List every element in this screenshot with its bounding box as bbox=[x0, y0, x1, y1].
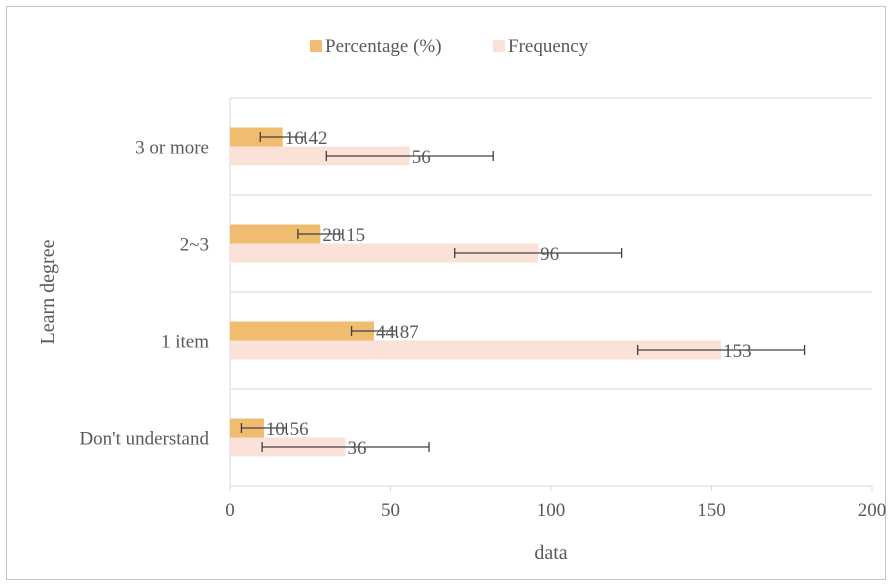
y-category-label: 1 item bbox=[161, 332, 209, 353]
data-label: 96 bbox=[540, 244, 559, 265]
y-category-label: 2~3 bbox=[180, 235, 209, 256]
data-label: 56 bbox=[412, 147, 431, 168]
data-label: 28.15 bbox=[322, 225, 365, 246]
legend-swatch bbox=[493, 40, 505, 52]
x-tick-label: 100 bbox=[537, 500, 566, 521]
data-label: 10.56 bbox=[266, 419, 309, 440]
x-tick-label: 0 bbox=[225, 500, 235, 521]
data-label: 153 bbox=[723, 341, 752, 362]
x-tick-label: 50 bbox=[381, 500, 400, 521]
x-axis-title: data bbox=[534, 542, 567, 564]
chart-frame bbox=[6, 6, 886, 580]
legend-swatch bbox=[310, 40, 322, 52]
bar bbox=[230, 321, 375, 341]
legend-label: Frequency bbox=[508, 36, 589, 57]
legend-label: Percentage (%) bbox=[325, 36, 442, 57]
y-category-label: Don't understand bbox=[79, 429, 209, 450]
bar bbox=[230, 243, 539, 263]
data-label: 44.87 bbox=[376, 322, 419, 343]
y-axis-title: Learn degree bbox=[37, 239, 59, 344]
data-label: 36 bbox=[348, 438, 367, 459]
x-tick-label: 150 bbox=[697, 500, 726, 521]
bar bbox=[230, 340, 722, 360]
bar bbox=[230, 127, 283, 147]
y-category-label: 3 or more bbox=[135, 138, 209, 159]
bar bbox=[230, 146, 410, 166]
x-tick-label: 200 bbox=[858, 500, 887, 521]
data-label: 16.42 bbox=[285, 128, 328, 149]
